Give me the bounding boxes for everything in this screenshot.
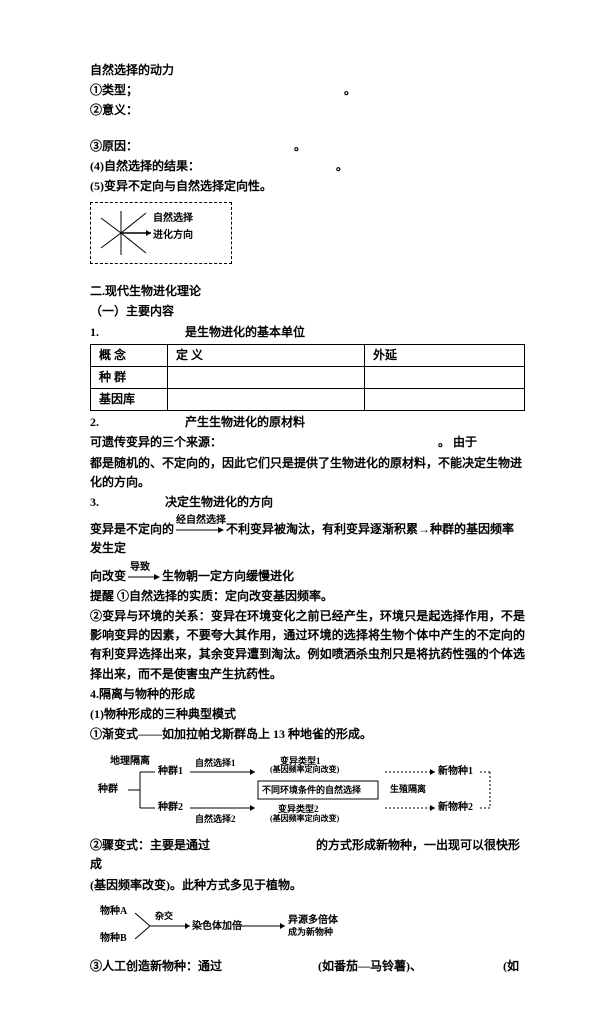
- flow-label: 成为新物种: [288, 925, 333, 939]
- variation-diagram: 自然选择 进化方向: [90, 202, 232, 264]
- flow-label: 新物种1: [438, 764, 473, 780]
- spacer: [90, 560, 525, 566]
- line-item: 变异是不定向的经自然选择不利变异被淘汰，有利变异逐渐积累→种群的基因频率发生定: [90, 520, 525, 558]
- line-item: (4)自然选择的结果： 。: [90, 157, 525, 176]
- table-cell: [365, 389, 525, 411]
- flow-svg: [90, 901, 410, 951]
- line-item: (5)变异不定向与自然选择定向性。: [90, 177, 525, 196]
- flow-label: 种群2: [158, 800, 183, 816]
- line-item: 2. 产生生物进化的原材料: [90, 413, 525, 432]
- label: ①类型；: [90, 83, 138, 97]
- number: 2.: [90, 415, 99, 429]
- line-item: 提醒 ①自然选择的实质：定向改变基因频率。: [90, 587, 525, 606]
- line-item: 4.隔离与物种的形成: [90, 685, 525, 704]
- table-row: 种 群: [91, 366, 525, 388]
- flow-label: 杂交: [155, 909, 173, 923]
- flow-label: (基因频率定向改变): [270, 813, 339, 826]
- table-cell: [168, 389, 365, 411]
- table-cell: 种 群: [91, 366, 168, 388]
- line-item: ③原因： 。: [90, 137, 525, 156]
- text: 可遗传变异的三个来源：: [90, 435, 222, 449]
- flow-label: 地理隔离: [110, 754, 150, 770]
- text: 向改变: [90, 569, 126, 583]
- arrow-with-label: 导致: [128, 572, 160, 582]
- line-item: 3. 决定生物进化的方向: [90, 493, 525, 512]
- line-item: 都是随机的、不定向的，因此它们只是提供了生物进化的原材料，不能决定生物进化的方向…: [90, 454, 525, 492]
- flow-label: (基因频率定向改变): [270, 764, 339, 777]
- line-item: ①类型； 。: [90, 81, 525, 100]
- text: 。 由于: [438, 435, 477, 449]
- flow-label: 物种A: [100, 904, 127, 920]
- flow-label: 不同环境条件的自然选择: [262, 783, 361, 797]
- table-header: 外延: [365, 344, 525, 366]
- diagram-label: 自然选择: [153, 211, 193, 227]
- text: 变异是不定向的: [90, 522, 174, 536]
- table-header: 概 念: [91, 344, 168, 366]
- flow-label: 自然选择1: [195, 756, 236, 770]
- number: 3.: [90, 495, 99, 509]
- table-caption-line: 1. 是生物进化的基本单位: [90, 323, 525, 342]
- speciation-flow-diagram: 种群 地理隔离 种群1 种群2 自然选择1 自然选择2 变异类型1 (基因频率定…: [90, 750, 525, 830]
- concept-table: 概 念 定 义 外延 种 群 基因库: [90, 344, 525, 412]
- table-row: 概 念 定 义 外延: [91, 344, 525, 366]
- table-cell: [168, 366, 365, 388]
- blank-line: [90, 122, 525, 136]
- text: 决定生物进化的方向: [165, 495, 273, 509]
- line-item: 向改变导致生物朝一定方向缓慢进化: [90, 567, 525, 586]
- table-header: 定 义: [168, 344, 365, 366]
- spacer: [90, 270, 525, 278]
- line-item: ①渐变式——如加拉帕戈斯群岛上 13 种地雀的形成。: [90, 725, 525, 744]
- line-item: ②骤变式：主要是通过 的方式形成新物种，一出现可以很快形成: [90, 836, 525, 874]
- punct: 。: [344, 83, 356, 97]
- flow-label: 自然选择2: [195, 812, 236, 826]
- text: ③人工创造新物种：通过: [90, 959, 222, 973]
- section-heading: 二.现代生物进化理论: [90, 282, 525, 301]
- text: ②骤变式：主要是通过: [90, 838, 210, 852]
- table-cell: 基因库: [91, 389, 168, 411]
- diagram-label: 进化方向: [153, 228, 193, 244]
- line-item: (1)物种形成的三种典型模式: [90, 705, 525, 724]
- text: 生物朝一定方向缓慢进化: [162, 569, 294, 583]
- flow-label: 生殖隔离: [390, 782, 426, 796]
- punct: 。: [294, 139, 306, 153]
- number: 1.: [90, 325, 99, 339]
- line-heading: 自然选择的动力: [90, 61, 525, 80]
- paragraph: ②变异与环境的关系：变异在环境变化之前已经产生，环境只是起选择作用，不是影响变异…: [90, 607, 525, 684]
- caption: 是生物进化的基本单位: [185, 325, 305, 339]
- text: (如番茄—马铃薯)、: [318, 959, 422, 973]
- text: (如: [503, 959, 519, 973]
- line-item: ②意义：: [90, 101, 525, 120]
- label: ③原因：: [90, 139, 138, 153]
- label: (4)自然选择的结果：: [90, 159, 200, 173]
- subsection: （一）主要内容: [90, 302, 525, 321]
- arrow-label: 经自然选择: [176, 513, 226, 529]
- line-item: (基因频率改变)。此种方式多见于植物。: [90, 876, 525, 895]
- arrow-label: 导致: [130, 560, 150, 576]
- punct: 。: [336, 159, 348, 173]
- table-row: 基因库: [91, 389, 525, 411]
- text: 产生生物进化的原材料: [185, 415, 305, 429]
- flow-label: 种群: [98, 782, 118, 798]
- document-page: 自然选择的动力 ①类型； 。 ②意义： ③原因： 。 (4)自然选择的结果： 。…: [0, 0, 595, 1017]
- line-item: ③人工创造新物种：通过 (如番茄—马铃薯)、 (如: [90, 957, 525, 976]
- spacer: [90, 513, 525, 519]
- polyploid-flow-diagram: 物种A 物种B 杂交 染色体加倍 异源多倍体 成为新物种: [90, 901, 525, 951]
- flow-label: 种群1: [158, 764, 183, 780]
- line-item: 可遗传变异的三个来源： 。 由于: [90, 433, 525, 452]
- arrow-with-label: 经自然选择: [176, 525, 224, 535]
- flow-label: 新物种2: [438, 800, 473, 816]
- flow-label: 物种B: [100, 931, 127, 947]
- flow-label: 染色体加倍: [192, 919, 242, 935]
- table-cell: [365, 366, 525, 388]
